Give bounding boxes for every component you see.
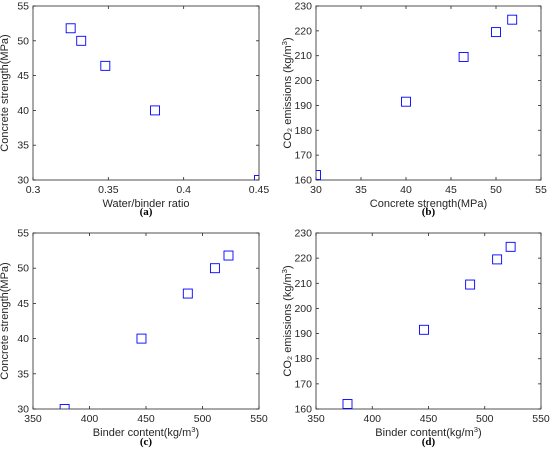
data-point <box>492 254 503 265</box>
y-tick-label: 170 <box>294 150 312 162</box>
data-point <box>465 279 476 290</box>
x-axis-label: Water/binder ratio <box>102 198 189 210</box>
y-tick-label: 55 <box>17 1 29 13</box>
x-tick-label: 0.4 <box>176 184 191 196</box>
y-tick-label: 35 <box>17 140 29 152</box>
data-point <box>507 14 518 25</box>
y-tick-label: 230 <box>294 228 312 240</box>
panel-label: (a) <box>140 206 153 218</box>
plot-frame <box>32 5 260 181</box>
data-point <box>491 27 501 38</box>
y-tick-label: 40 <box>17 105 29 117</box>
x-axis-label: Concrete strength(MPa) <box>370 198 487 210</box>
x-tick-label: 350 <box>24 413 42 425</box>
y-tick-label: 180 <box>294 353 312 365</box>
x-tick-label: 0.3 <box>26 184 41 196</box>
data-markers <box>342 241 516 409</box>
data-point <box>59 404 70 409</box>
y-tick-label: 160 <box>294 404 312 416</box>
data-point <box>65 23 76 34</box>
y-tick-label: 170 <box>294 378 312 390</box>
y-tick-label: 55 <box>17 228 29 240</box>
y-tick-label: 45 <box>17 70 29 82</box>
x-axis-label: Binder content(kg/m3) <box>93 425 199 440</box>
y-tick-label: 180 <box>294 125 312 137</box>
y-axis-label: CO₂ emissions (kg/m3) <box>280 37 295 148</box>
y-tick-label: 50 <box>17 35 29 47</box>
data-markers <box>59 250 234 409</box>
plot-frame <box>32 232 260 410</box>
x-tick-label: 450 <box>137 413 155 425</box>
x-tick-label: 40 <box>400 184 412 196</box>
x-tick-label: 0.45 <box>249 184 270 196</box>
x-axis-label: Binder content(kg/m3) <box>375 425 481 440</box>
y-tick-label: 200 <box>294 75 312 87</box>
x-tick-label: 35 <box>355 184 367 196</box>
x-tick-label: 500 <box>476 413 494 425</box>
data-markers <box>65 23 259 180</box>
data-markers <box>316 14 518 180</box>
x-tick-label: 550 <box>250 413 268 425</box>
y-tick-label: 210 <box>294 278 312 290</box>
data-point <box>150 105 160 116</box>
x-tick-label: 0.35 <box>98 184 119 196</box>
data-point <box>458 52 469 62</box>
data-point <box>401 96 411 107</box>
data-point <box>76 35 87 46</box>
panel-label: (b) <box>422 206 436 218</box>
panel-label: (d) <box>422 436 436 448</box>
plot-frame <box>315 5 542 181</box>
data-point <box>100 60 111 71</box>
data-point <box>182 288 193 299</box>
y-tick-label: 40 <box>17 333 29 345</box>
scatter-panel-c: 350 400 450 500 550 30 35 40 45 50 55 Binder conten… <box>0 228 268 449</box>
data-point <box>136 333 147 344</box>
y-tick-label: 30 <box>17 404 29 416</box>
scatter-panel-b: 30 35 40 45 50 55 160 170 180 190 200 210 220 230 Conc… <box>280 1 547 219</box>
x-tick-label: 450 <box>420 413 438 425</box>
x-tick-label: 30 <box>310 184 322 196</box>
data-point <box>316 170 321 180</box>
data-point <box>342 399 353 409</box>
scatter-panel-a: 0.3 0.35 0.4 0.45 30 35 40 45 50 55 Water/binder r… <box>0 1 269 219</box>
y-tick-label: 30 <box>17 175 29 187</box>
plot-frame <box>315 232 542 410</box>
y-axis-label: CO₂ emissions (kg/m3) <box>280 265 295 376</box>
x-tick-label: 45 <box>445 184 457 196</box>
panel-label: (c) <box>140 436 153 448</box>
y-tick-label: 220 <box>294 253 312 265</box>
x-tick-label: 550 <box>532 413 550 425</box>
y-tick-label: 210 <box>294 50 312 62</box>
x-tick-label: 50 <box>490 184 502 196</box>
x-tick-label: 55 <box>535 184 547 196</box>
x-tick-label: 500 <box>194 413 212 425</box>
data-point <box>505 241 516 252</box>
y-axis-label: Concrete strength(MPa) <box>0 262 11 379</box>
y-tick-label: 230 <box>294 1 312 13</box>
y-tick-label: 45 <box>17 298 29 310</box>
y-tick-label: 220 <box>294 25 312 37</box>
data-point <box>419 324 429 335</box>
data-point <box>223 250 234 261</box>
x-tick-label: 400 <box>81 413 99 425</box>
y-tick-label: 190 <box>294 100 312 112</box>
x-tick-label: 350 <box>307 413 325 425</box>
x-tick-label: 400 <box>363 413 381 425</box>
y-axis-label: Concrete strength(MPa) <box>0 34 11 151</box>
y-tick-label: 35 <box>17 368 29 380</box>
scatter-panel-d: 350 400 450 500 550 160 170 180 190 200 210 220 230 B… <box>280 228 550 449</box>
y-tick-label: 50 <box>17 263 29 275</box>
y-tick-label: 200 <box>294 303 312 315</box>
y-tick-label: 190 <box>294 328 312 340</box>
y-tick-label: 160 <box>294 175 312 187</box>
data-point <box>209 263 220 274</box>
